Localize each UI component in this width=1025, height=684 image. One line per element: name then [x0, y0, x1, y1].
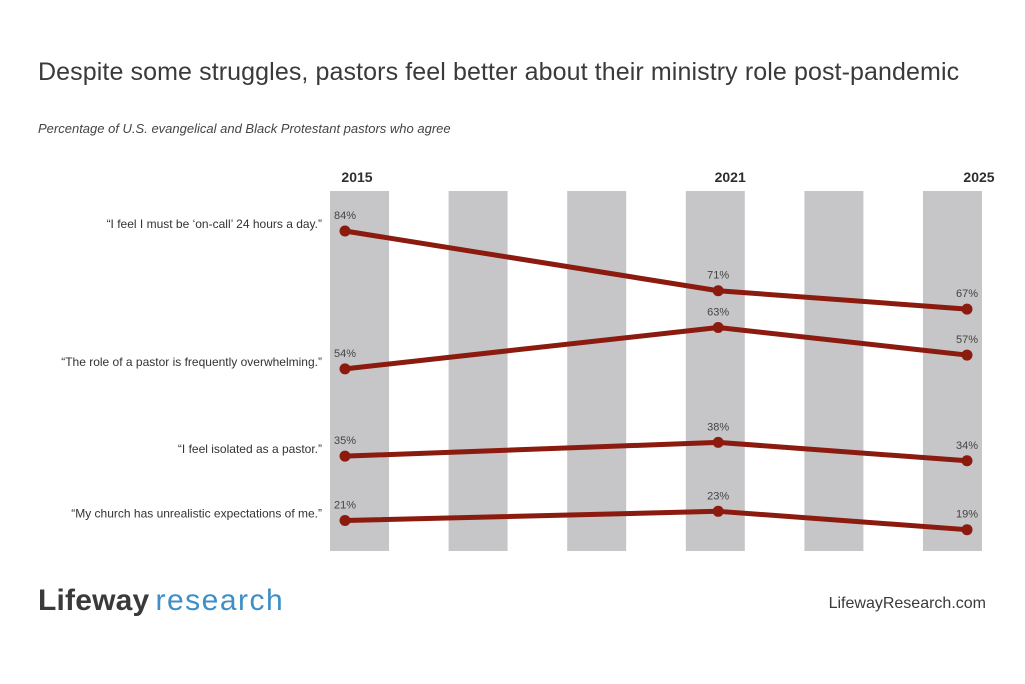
data-point: [712, 322, 724, 333]
data-label: 71%: [707, 270, 729, 282]
data-label: 57%: [956, 334, 978, 346]
statement-labels: “I feel I must be ‘on-call’ 24 hours a d…: [61, 217, 322, 521]
background-bands: [330, 191, 982, 551]
data-label: 67%: [956, 288, 978, 300]
statement-label: “The role of a pastor is frequently over…: [61, 355, 322, 369]
data-label: 34%: [956, 440, 978, 452]
data-label: 54%: [334, 348, 356, 360]
statement-label: “I feel I must be ‘on-call’ 24 hours a d…: [107, 217, 322, 231]
data-label: 19%: [956, 509, 978, 521]
series-points: [339, 225, 973, 536]
value-labels: 84% 71% 67% 54% 63% 57% 35% 38% 34% 21% 23% 19%: [334, 210, 978, 521]
background-band: [804, 191, 864, 551]
website-url: LifewayResearch.com: [828, 595, 986, 612]
data-point: [712, 505, 724, 517]
data-point: [339, 363, 351, 375]
data-label: 84%: [334, 210, 356, 222]
series-line: [342, 228, 970, 312]
data-point: [712, 436, 724, 448]
logo-sub: research: [155, 584, 285, 617]
data-point: [961, 349, 973, 361]
data-point: [339, 450, 351, 462]
statement-label: “My church has unrealistic expectations …: [71, 507, 322, 521]
series-line: [342, 325, 970, 372]
background-band: [685, 191, 745, 551]
series-line: [342, 508, 970, 533]
statement-label: “I feel isolated as a pastor.”: [178, 442, 322, 456]
background-band: [923, 191, 982, 551]
data-label: 38%: [707, 421, 729, 433]
data-point: [339, 515, 351, 526]
data-label: 63%: [707, 307, 729, 319]
background-band: [448, 191, 508, 551]
background-band: [567, 191, 627, 551]
data-point: [961, 455, 973, 467]
data-point: [961, 303, 973, 315]
year-label: 2015: [341, 169, 372, 185]
series-lines: [342, 228, 970, 533]
year-label: 2021: [715, 169, 746, 185]
logo-brand: Lifeway: [38, 584, 150, 617]
background-band: [330, 191, 389, 551]
chart-title: Despite some struggles, pastors feel bet…: [38, 58, 960, 86]
series-line: [342, 439, 970, 464]
data-point: [961, 524, 973, 536]
data-label: 35%: [334, 435, 356, 447]
chart-subtitle: Percentage of U.S. evangelical and Black…: [38, 121, 451, 136]
year-label: 2025: [963, 169, 994, 185]
data-point: [712, 285, 724, 297]
year-axis: 2015 2021 2025: [341, 169, 994, 185]
lifeway-research-logo: Lifeway research: [38, 584, 284, 618]
data-label: 21%: [334, 500, 356, 512]
data-point: [339, 225, 351, 237]
data-label: 23%: [707, 490, 729, 502]
